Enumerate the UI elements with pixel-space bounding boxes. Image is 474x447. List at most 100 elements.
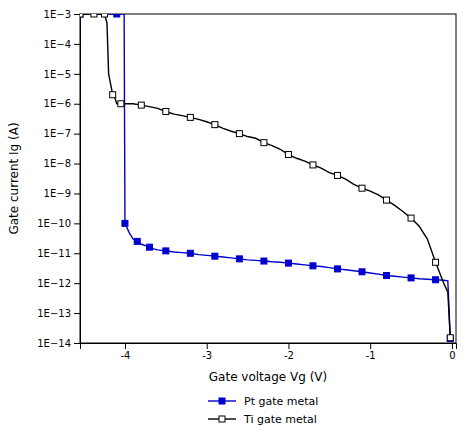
tick-label: 1E−7 <box>44 128 71 139</box>
y-axis: 1E−14 1E−13 1E−12 1E−11 1E−10 1E−9 1E−8 1E−7 1E−… <box>37 9 80 349</box>
tick-label: 1E−3 <box>44 9 71 20</box>
tick: 1E−8 <box>44 158 80 169</box>
plot-frame <box>80 14 456 343</box>
point-marker <box>285 260 291 266</box>
tick-mark <box>74 134 80 135</box>
tick-label: 1E−5 <box>44 69 71 80</box>
tick-label: 1E−10 <box>37 218 71 229</box>
point-marker <box>334 172 340 178</box>
tick-mark <box>74 14 80 15</box>
point-marker <box>118 101 124 107</box>
tick-mark <box>74 313 80 314</box>
tick-mark <box>74 253 80 254</box>
tick-label: -4 <box>120 350 130 361</box>
tick-mark <box>74 193 80 194</box>
tick: 1E−14 <box>37 338 80 349</box>
tick: -1 <box>366 343 376 361</box>
tick-mark <box>74 74 80 75</box>
point-marker <box>187 250 193 256</box>
point-marker <box>384 197 390 203</box>
tick: 1E−9 <box>44 188 80 199</box>
legend: Pt gate metal Ti gate metal <box>208 395 318 426</box>
point-marker <box>236 131 242 137</box>
legend-item: Pt gate metal <box>208 395 318 408</box>
tick-mark <box>288 343 289 349</box>
point-marker <box>447 336 453 342</box>
tick-mark <box>452 343 453 349</box>
tick-mark <box>74 223 80 224</box>
tick: 1E−7 <box>44 128 80 139</box>
point-marker <box>91 14 97 17</box>
point-marker <box>110 92 116 98</box>
tick-label: 1E−13 <box>37 308 71 319</box>
legend-item: Ti gate metal <box>208 413 317 426</box>
tick: 1E−11 <box>37 248 80 259</box>
point-marker <box>433 259 439 265</box>
tick: 1E−13 <box>37 308 80 319</box>
plot-area: -4-3-2-101E−141E−131E−121E−111E−101E−91E… <box>7 9 457 426</box>
tick-mark <box>74 104 80 105</box>
tick-label: 1E−14 <box>37 338 71 349</box>
tick: 1E−4 <box>44 39 80 50</box>
point-marker <box>134 238 140 244</box>
point-marker <box>261 258 267 264</box>
tick-mark <box>370 343 371 349</box>
point-marker <box>122 220 128 226</box>
legend-label: Ti gate metal <box>243 413 317 426</box>
tick-mark <box>74 283 80 284</box>
tick-mark <box>207 343 208 349</box>
chart: -4-3-2-101E−141E−131E−121E−111E−101E−91E… <box>0 0 474 447</box>
point-marker <box>261 140 267 146</box>
tick: 1E−10 <box>37 218 80 229</box>
series-line <box>80 14 450 338</box>
tick-label: 1E−6 <box>44 98 71 109</box>
tick-label: 1E−11 <box>37 248 71 259</box>
tick-label: 1E−8 <box>44 158 71 169</box>
tick-label: -2 <box>284 350 294 361</box>
tick: -3 <box>202 343 212 361</box>
tick: 1E−3 <box>44 9 80 20</box>
tick-label: 1E−12 <box>37 278 71 289</box>
point-marker <box>146 244 152 250</box>
tick-label: 1E−9 <box>44 188 71 199</box>
x-axis-title: Gate voltage Vg (V) <box>209 370 327 384</box>
tick-label: 0 <box>449 350 455 361</box>
point-marker <box>310 162 316 168</box>
point-marker <box>359 269 365 275</box>
point-marker <box>212 122 218 128</box>
tick-mark <box>74 164 80 165</box>
point-marker <box>102 14 108 17</box>
point-marker <box>285 152 291 158</box>
tick: 1E−6 <box>44 98 80 109</box>
point-marker <box>163 108 169 114</box>
legend-label: Pt gate metal <box>244 395 318 408</box>
point-marker <box>408 275 414 281</box>
tick-mark <box>74 44 80 45</box>
tick: 1E−12 <box>37 278 80 289</box>
point-marker <box>384 273 390 279</box>
tick: -2 <box>284 343 294 361</box>
axis-line <box>81 344 457 350</box>
legend-marker <box>219 416 225 422</box>
point-marker <box>236 256 242 262</box>
tick: -4 <box>120 343 130 361</box>
tick: 0 <box>449 343 455 361</box>
series-line <box>80 14 450 339</box>
legend-marker <box>219 398 225 404</box>
tick-mark <box>74 343 80 344</box>
tick-mark <box>125 343 126 349</box>
point-marker <box>114 14 120 17</box>
tick-label: -1 <box>366 350 376 361</box>
point-marker <box>212 253 218 259</box>
tick: 1E−5 <box>44 69 80 80</box>
point-marker <box>408 215 414 221</box>
x-axis: -4 -3 -2 -1 0 <box>81 343 457 361</box>
tick-label: -3 <box>202 350 212 361</box>
y-axis-title: Gate current Ig (A) <box>7 122 21 234</box>
point-marker <box>187 114 193 120</box>
point-marker <box>447 335 453 341</box>
data-layer <box>80 14 453 342</box>
point-marker <box>334 266 340 272</box>
point-marker <box>310 263 316 269</box>
point-marker <box>359 185 365 191</box>
